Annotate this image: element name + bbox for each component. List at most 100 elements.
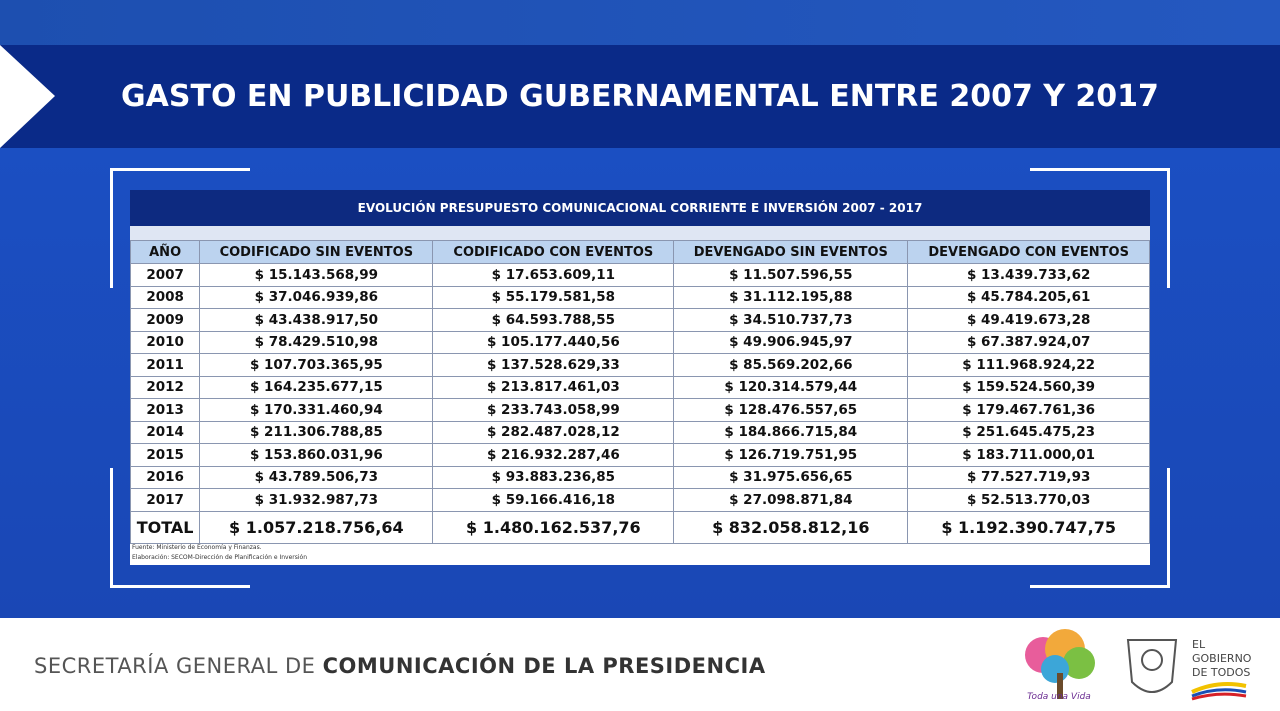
cell: 2016 — [129, 465, 201, 489]
table-row: 2016 $ 43.789.506,73 $ 93.883.236,85 $ 31.9… — [129, 465, 1150, 489]
cell: $ 17.653.609,11 — [432, 263, 675, 287]
cell: $ 37.046.939,86 — [199, 285, 434, 309]
table-row: 2017 $ 31.932.987,73 $ 59.166.416,18 $ 27.0… — [129, 488, 1150, 512]
cell: $ 251.645.475,23 — [907, 420, 1150, 444]
cell: $ 282.487.028,12 — [432, 420, 675, 444]
table: AÑO CODIFICADO SIN EVENTOS CODIFICADO CON … — [129, 240, 1150, 544]
cell: 2007 — [129, 263, 201, 287]
cell: $ 105.177.440,56 — [432, 330, 675, 354]
cell: 2011 — [129, 353, 201, 377]
cell: $ 1.192.390.747,75 — [907, 510, 1150, 544]
cell: CODIFICADO SIN EVENTOS — [199, 240, 434, 264]
logo-text: Toda una Vida — [1027, 692, 1091, 702]
cell: $ 31.112.195,88 — [673, 285, 909, 309]
top-strip — [0, 0, 1280, 45]
table-row: 2014 $ 211.306.788,85 $ 282.487.028,12 $ 18… — [129, 420, 1150, 444]
table-row: 2009 $ 43.438.917,50 $ 64.593.788,55 $ 34.5… — [129, 308, 1150, 332]
notes: Fuente: Ministerio de Economía y Finanza… — [132, 543, 307, 563]
cell: $ 55.179.581,58 — [432, 285, 675, 309]
logo-line: EL — [1192, 638, 1206, 651]
table-panel: EVOLUCIÓN PRESUPUESTO COMUNICACIONAL COR… — [129, 190, 1150, 565]
cell: $ 170.331.460,94 — [199, 398, 434, 422]
cell: 2017 — [129, 488, 201, 512]
org-light: SECRETARÍA GENERAL DE — [34, 654, 316, 678]
cell: $ 159.524.560,39 — [907, 375, 1150, 399]
cell: $ 85.569.202,66 — [673, 353, 909, 377]
cell: $ 832.058.812,16 — [673, 510, 909, 544]
table-title: EVOLUCIÓN PRESUPUESTO COMUNICACIONAL COR… — [130, 190, 1150, 226]
cell: $ 49.419.673,28 — [907, 308, 1150, 332]
cell: $ 31.975.656,65 — [673, 465, 909, 489]
cell: $ 64.593.788,55 — [432, 308, 675, 332]
arrow — [0, 45, 55, 148]
cell: $ 52.513.770,03 — [907, 488, 1150, 512]
cell: AÑO — [129, 240, 201, 264]
cell: $ 211.306.788,85 — [199, 420, 434, 444]
table-row: 2013 $ 170.331.460,94 $ 233.743.058,99 $ 12… — [129, 398, 1150, 422]
cell: $ 15.143.568,99 — [199, 263, 434, 287]
cell: $ 179.467.761,36 — [907, 398, 1150, 422]
title-band — [0, 45, 1280, 148]
logo-text: EL GOBIERNO DE TODOS — [1192, 638, 1252, 679]
organization: SECRETARÍA GENERAL DE COMUNICACIÓN DE LA… — [34, 654, 766, 678]
cell: 2009 — [129, 308, 201, 332]
logo-gobierno: EL GOBIERNO DE TODOS — [1126, 638, 1252, 701]
cell: $ 1.480.162.537,76 — [432, 510, 675, 544]
cell: $ 126.719.751,95 — [673, 443, 909, 467]
cell: $ 34.510.737,73 — [673, 308, 909, 332]
cell: $ 45.784.205,61 — [907, 285, 1150, 309]
table-row: 2008 $ 37.046.939,86 $ 55.179.581,58 $ 31.1… — [129, 285, 1150, 309]
cell: $ 184.866.715,84 — [673, 420, 909, 444]
cell: 2012 — [129, 375, 201, 399]
title: GASTO EN PUBLICIDAD GUBERNAMENTAL ENTRE … — [121, 79, 1159, 114]
cell: $ 128.476.557,65 — [673, 398, 909, 422]
org-bold: COMUNICACIÓN DE LA PRESIDENCIA — [322, 654, 766, 678]
cell: $ 1.057.218.756,64 — [199, 510, 434, 544]
note: Fuente: Ministerio de Economía y Finanza… — [132, 544, 262, 551]
cell: $ 93.883.236,85 — [432, 465, 675, 489]
cell: $ 43.789.506,73 — [199, 465, 434, 489]
cell: 2013 — [129, 398, 201, 422]
cell: $ 153.860.031,96 — [199, 443, 434, 467]
cell: $ 120.314.579,44 — [673, 375, 909, 399]
bracket — [1030, 468, 1170, 588]
spacer — [130, 226, 1150, 240]
cell: $ 216.932.287,46 — [432, 443, 675, 467]
table-row: 2010 $ 78.429.510,98 $ 105.177.440,56 $ 49.… — [129, 330, 1150, 354]
cell: DEVENGADO SIN EVENTOS — [673, 240, 909, 264]
note: Elaboración: SECOM-Dirección de Planific… — [132, 554, 308, 561]
cell: $ 67.387.924,07 — [907, 330, 1150, 354]
cell: $ 31.932.987,73 — [199, 488, 434, 512]
table-row: 2011 $ 107.703.365,95 $ 137.528.629,33 $ 85… — [129, 353, 1150, 377]
table-row: 2012 $ 164.235.677,15 $ 213.817.461,03 $ 12… — [129, 375, 1150, 399]
cell: $ 233.743.058,99 — [432, 398, 675, 422]
cell: DEVENGADO CON EVENTOS — [907, 240, 1150, 264]
logo-line: GOBIERNO — [1192, 652, 1252, 665]
table-row: AÑO CODIFICADO SIN EVENTOS CODIFICADO CON … — [129, 240, 1150, 264]
logo-toda-una-vida: Toda una Vida — [1025, 629, 1095, 702]
bracket — [110, 168, 250, 288]
cell: 2014 — [129, 420, 201, 444]
bracket — [110, 468, 250, 588]
cell: $ 11.507.596,55 — [673, 263, 909, 287]
cell: $ 78.429.510,98 — [199, 330, 434, 354]
logo-line: DE TODOS — [1192, 666, 1250, 679]
table-row: TOTAL $ 1.057.218.756,64 $ 1.480.162.537,7… — [129, 510, 1150, 544]
cell: CODIFICADO CON EVENTOS — [432, 240, 675, 264]
cell: $ 137.528.629,33 — [432, 353, 675, 377]
bracket — [1030, 168, 1170, 288]
cell: $ 27.098.871,84 — [673, 488, 909, 512]
cell: $ 77.527.719,93 — [907, 465, 1150, 489]
cell: $ 111.968.924,22 — [907, 353, 1150, 377]
cell: 2008 — [129, 285, 201, 309]
cell: $ 183.711.000,01 — [907, 443, 1150, 467]
table-row: 2007 $ 15.143.568,99 $ 17.653.609,11 $ 11.5… — [129, 263, 1150, 287]
cell: TOTAL — [129, 510, 201, 544]
cell: 2015 — [129, 443, 201, 467]
cell: $ 43.438.917,50 — [199, 308, 434, 332]
cell: $ 213.817.461,03 — [432, 375, 675, 399]
cell: $ 107.703.365,95 — [199, 353, 434, 377]
cell: $ 49.906.945,97 — [673, 330, 909, 354]
cell: $ 164.235.677,15 — [199, 375, 434, 399]
